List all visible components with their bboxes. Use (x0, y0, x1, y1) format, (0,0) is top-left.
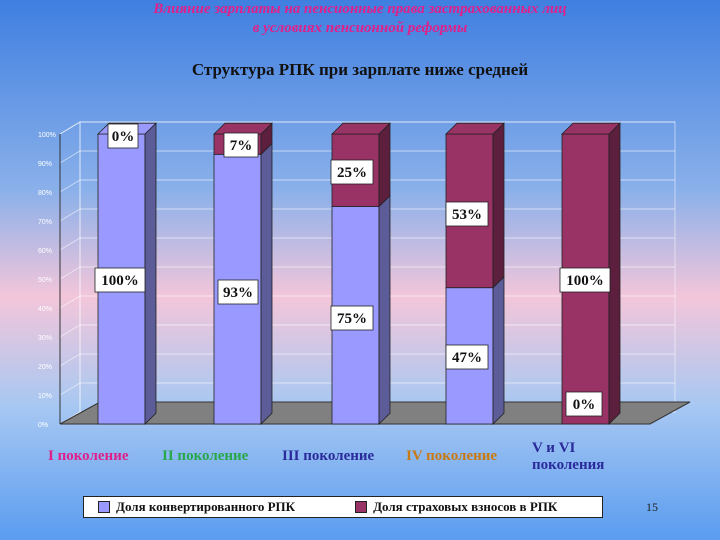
slide-title: Влияние зарплаты на пенсионные права зас… (40, 0, 680, 38)
data-label: 7% (230, 138, 253, 154)
legend-swatch-converted (98, 501, 110, 513)
data-label-box (445, 201, 489, 227)
data-label-box (94, 267, 146, 293)
bar-side-0 (492, 275, 505, 425)
bar-side-1 (378, 122, 391, 208)
data-label-box (330, 305, 374, 331)
legend-label-contributions: Доля страховых взносов в РПК (373, 499, 558, 514)
slide-title-line2: в условиях пенсионной реформы (252, 20, 468, 36)
data-label: 100% (566, 273, 604, 289)
x-tick-label: IV поколение (406, 448, 498, 464)
y-tick-label: 100% (38, 132, 56, 139)
legend-label-converted: Доля конвертированного РПК (116, 499, 296, 514)
x-tick-label: III поколение (282, 448, 375, 464)
data-label: 75% (337, 311, 367, 327)
legend-item-contributions: Доля страховых взносов в РПК (355, 499, 557, 515)
y-tick-label: 0% (38, 422, 48, 429)
y-tick-label: 80% (38, 190, 52, 197)
bar-top (445, 122, 505, 135)
bar-side-0 (144, 122, 157, 425)
data-label-box (565, 391, 603, 417)
data-label: 47% (452, 350, 482, 366)
y-tick-label: 90% (38, 161, 52, 168)
data-label: 0% (112, 129, 135, 145)
data-label: 93% (223, 285, 253, 301)
data-label: 100% (101, 273, 139, 289)
y-tick-label: 10% (38, 393, 52, 400)
x-tick-label: I поколение (48, 448, 129, 464)
data-label-box (559, 267, 611, 293)
bar-side-1 (608, 122, 621, 425)
bar-top (561, 122, 621, 135)
bar-top (331, 122, 391, 135)
y-tick-label: 50% (38, 277, 52, 284)
bar-side-1 (492, 122, 505, 289)
legend-swatch-contributions (355, 501, 368, 513)
legend: Доля конвертированного РПК Доля страховы… (83, 496, 603, 518)
y-tick-label: 70% (38, 219, 52, 226)
data-label-box (445, 344, 489, 370)
data-label: 0% (573, 397, 596, 413)
data-label: 25% (337, 165, 367, 181)
y-tick-label: 20% (38, 364, 52, 371)
y-tick-label: 60% (38, 248, 52, 255)
page-number: 15 (646, 500, 658, 514)
y-tick-label: 40% (38, 306, 52, 313)
x-tick-label: II поколение (162, 448, 249, 464)
chart-title: Структура РПК при зарплате ниже средней (191, 60, 529, 79)
legend-item-converted: Доля конвертированного РПК (98, 499, 295, 515)
data-label: 53% (452, 207, 482, 223)
data-label-box (223, 132, 259, 158)
bar-side-0 (260, 142, 273, 425)
data-label-box (107, 123, 139, 149)
data-label-box (330, 159, 374, 185)
y-tick-label: 30% (38, 335, 52, 342)
x-tick-label: V и VI поколения (532, 440, 605, 473)
data-label-box (217, 279, 259, 305)
bar-side-0 (378, 194, 391, 425)
slide-title-line1: Влияние зарплаты на пенсионные права зас… (153, 1, 567, 17)
gridline (59, 121, 675, 135)
